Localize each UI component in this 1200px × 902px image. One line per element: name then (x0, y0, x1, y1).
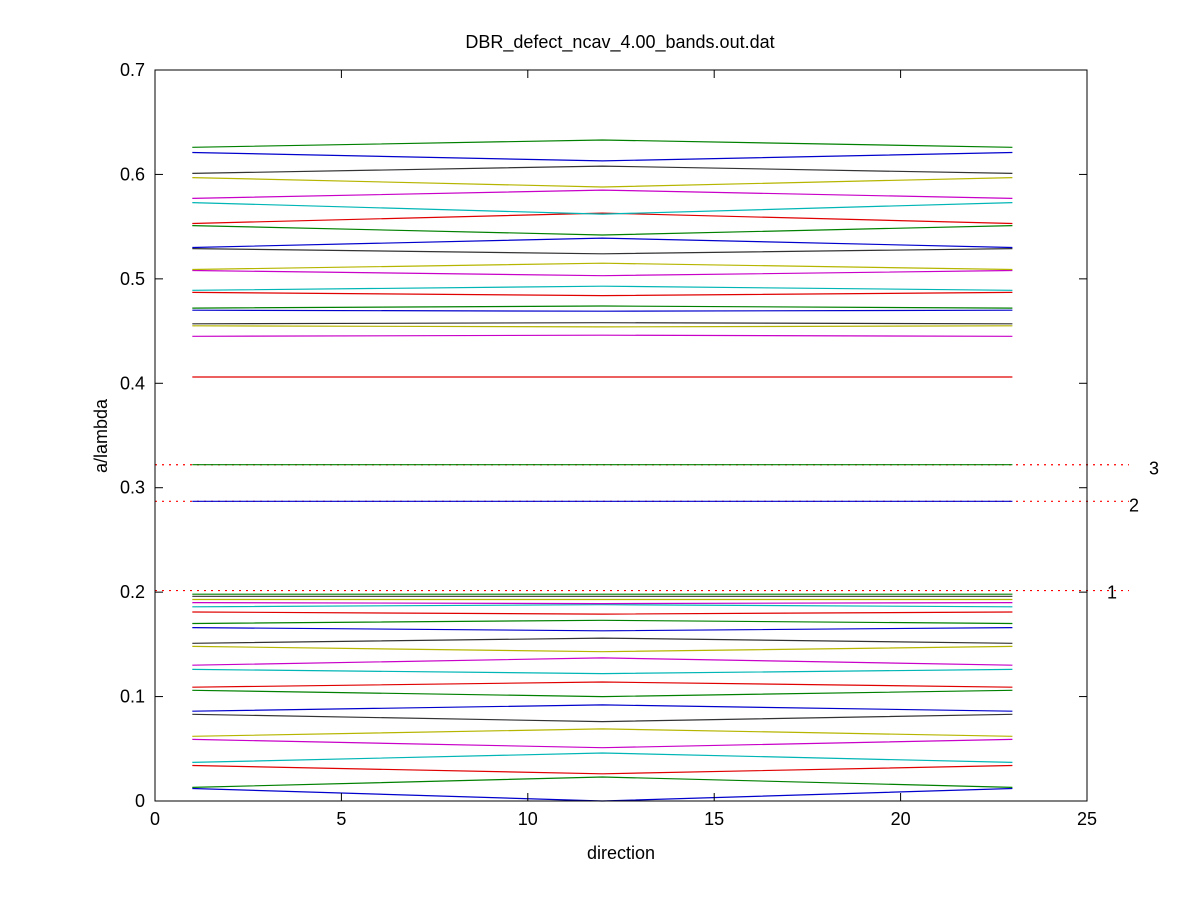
y-tick-label: 0.6 (120, 164, 145, 184)
band-line (192, 728, 1013, 737)
chart-title: DBR_defect_ncav_4.00_bands.out.dat (465, 32, 774, 53)
band-line (192, 309, 1013, 312)
band-line (192, 248, 1013, 255)
y-axis-ticks: 0 0.1 0.2 0.3 0.4 0.5 0.6 0.7 (120, 60, 1087, 811)
reference-labels: 1 23 (1107, 459, 1159, 603)
reference-label: 3 (1149, 459, 1159, 479)
reference-label: 2 (1129, 495, 1139, 515)
y-tick-label: 0.2 (120, 582, 145, 602)
band-line (192, 177, 1013, 188)
y-tick-label: 0.3 (120, 478, 145, 498)
band-line (192, 334, 1013, 337)
band-line (192, 322, 1013, 325)
x-axis-label: direction (587, 843, 655, 863)
band-line (192, 619, 1013, 625)
band-line (192, 139, 1013, 148)
band-line (192, 689, 1013, 698)
band-line (192, 637, 1013, 644)
x-tick-label: 0 (150, 809, 160, 829)
y-tick-label: 0.5 (120, 269, 145, 289)
band-line (192, 165, 1013, 174)
x-tick-label: 10 (518, 809, 538, 829)
band-line (192, 764, 1013, 775)
band-lines (192, 139, 1013, 802)
band-line (192, 151, 1013, 162)
band-line (192, 604, 1013, 608)
band-line (192, 225, 1013, 236)
reference-label: 1 (1107, 583, 1117, 603)
y-axis-label: a/lambda (91, 398, 111, 473)
x-tick-label: 15 (704, 809, 724, 829)
band-line (192, 668, 1013, 675)
band-line (192, 704, 1013, 712)
band-line (192, 752, 1013, 763)
band-line (192, 285, 1013, 291)
band-line (192, 645, 1013, 653)
x-tick-label: 25 (1077, 809, 1097, 829)
x-tick-label: 20 (891, 809, 911, 829)
y-tick-label: 0 (135, 791, 145, 811)
y-tick-label: 0.7 (120, 60, 145, 80)
band-line (192, 202, 1013, 215)
band-line (192, 611, 1013, 615)
band-line (192, 738, 1013, 749)
y-tick-label: 0.1 (120, 687, 145, 707)
band-line (192, 262, 1013, 271)
band-line (192, 269, 1013, 277)
band-line (192, 325, 1013, 328)
band-line (192, 189, 1013, 199)
band-line (192, 291, 1013, 297)
band-line (192, 627, 1013, 632)
band-line (192, 212, 1013, 225)
band-line (192, 681, 1013, 688)
band-line (192, 305, 1013, 309)
y-tick-label: 0.4 (120, 373, 145, 393)
axes-frame (154, 69, 1088, 802)
band-line (192, 237, 1013, 249)
x-tick-label: 5 (336, 809, 346, 829)
x-axis-ticks: 0 5 10 15 20 25 (150, 70, 1097, 829)
band-line (192, 776, 1013, 788)
band-line (192, 602, 1013, 605)
band-line (192, 713, 1013, 723)
band-line (192, 657, 1013, 666)
